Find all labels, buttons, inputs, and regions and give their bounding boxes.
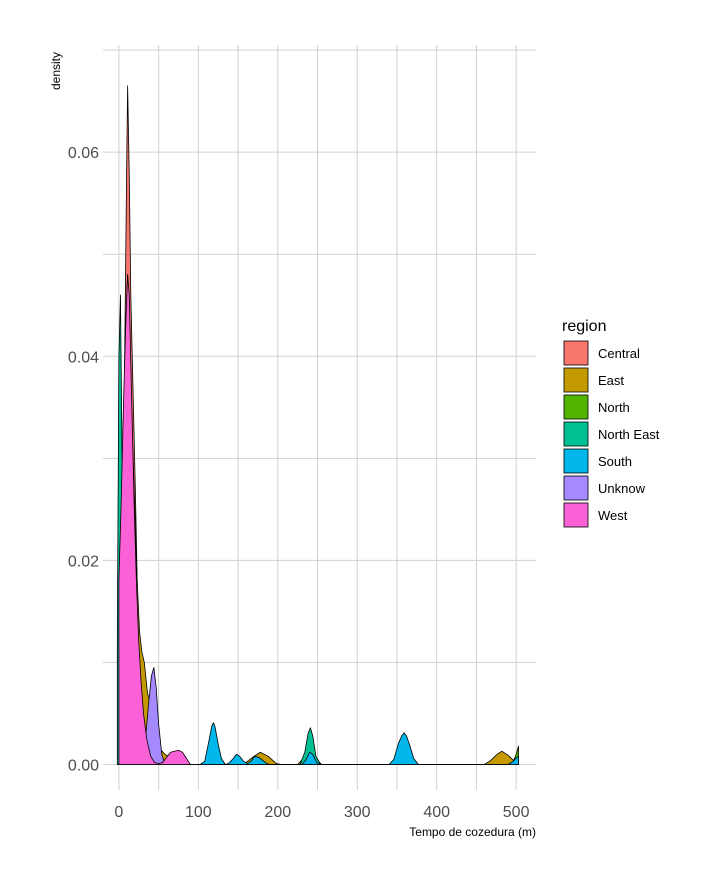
legend-label: East <box>598 373 624 388</box>
y-tick-label: 0.04 <box>68 349 99 366</box>
density-area-west <box>118 274 191 765</box>
legend-key-central <box>563 340 589 366</box>
x-tick-label: 100 <box>185 804 212 821</box>
legend-label: South <box>598 454 632 469</box>
y-tick-label: 0.06 <box>68 145 99 162</box>
grid-lines <box>103 45 536 790</box>
legend-key-east <box>563 367 589 393</box>
x-tick-label: 400 <box>423 804 450 821</box>
density-areas <box>116 85 519 765</box>
legend-label: North East <box>598 427 660 442</box>
x-tick-label: 500 <box>503 804 530 821</box>
x-tick-label: 0 <box>114 804 123 821</box>
legend-title: region <box>562 318 606 335</box>
x-tick-label: 300 <box>344 804 371 821</box>
y-tick-label: 0.02 <box>68 553 99 570</box>
y-axis-title: density <box>49 52 63 90</box>
legend-key-north-east <box>563 421 589 447</box>
legend-key-unknow <box>563 475 589 501</box>
legend-key-west <box>563 502 589 528</box>
legend-key-south <box>563 448 589 474</box>
density-area-south <box>199 722 519 765</box>
density-area-east <box>120 315 519 765</box>
legend-label: Central <box>598 346 640 361</box>
axis-ticks: 0 100 200 300 400 500 0.00 0.02 0.04 0.06 <box>68 145 530 821</box>
legend-label: West <box>598 508 628 523</box>
x-tick-label: 200 <box>264 804 291 821</box>
legend-label: Unknow <box>598 481 646 496</box>
legend-key-north <box>563 394 589 420</box>
y-tick-label: 0.00 <box>68 757 99 774</box>
legend-label: North <box>598 400 630 415</box>
legend: region Central East North North East South Un… <box>562 318 660 528</box>
x-axis-title: Tempo de cozedura (m) <box>409 825 536 839</box>
